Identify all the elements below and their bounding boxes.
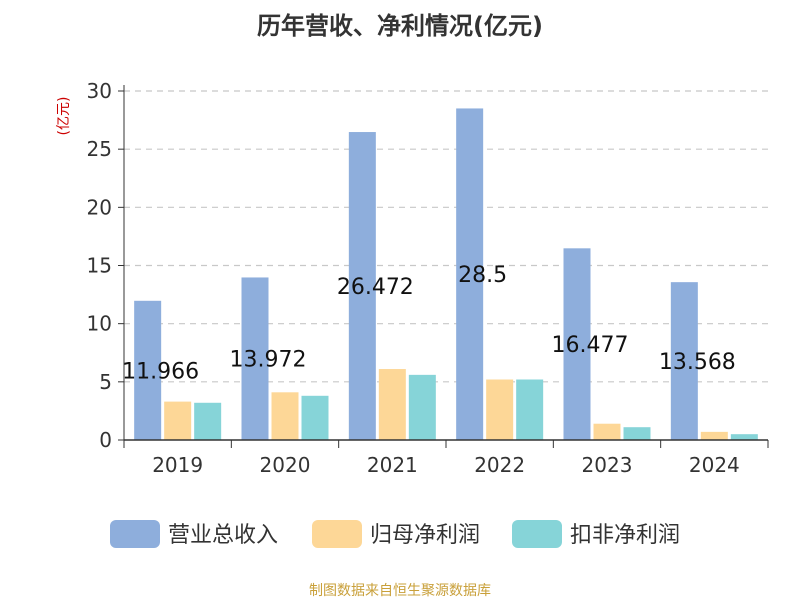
legend-swatch: [110, 520, 160, 548]
y-axis-label: (亿元): [56, 97, 72, 136]
y-tick-label: 30: [87, 79, 112, 103]
bar-2019-s0: [134, 300, 162, 440]
bar-2019-s2: [194, 402, 222, 440]
bar-2021-s2: [408, 374, 436, 440]
legend-item-1[interactable]: 归母净利润: [312, 520, 480, 548]
bar-2020-s2: [301, 395, 329, 440]
data-label-2020: 13.972: [230, 348, 307, 373]
legend-label: 归母净利润: [370, 523, 480, 548]
y-tick-label: 15: [87, 254, 112, 278]
legend-label: 营业总收入: [168, 523, 278, 548]
y-tick-label: 5: [99, 370, 112, 394]
bar-2023-s1: [593, 423, 621, 440]
legend-swatch: [312, 520, 362, 548]
bar-2024-s1: [700, 431, 728, 440]
bar-2022-s2: [516, 379, 544, 440]
bar-2022-s1: [486, 379, 514, 440]
axes: 0 5 10 15 20 25 30 2019 2020 2021 2022 2023 2024: [87, 79, 769, 477]
bar-2022-s0: [456, 108, 484, 440]
source-note: 制图数据来自恒生聚源数据库: [309, 583, 491, 599]
bar-2020-s0: [241, 277, 269, 440]
data-labels: 11.966 13.972 26.472 28.5 16.477 13.568: [122, 263, 736, 384]
legend-label: 扣非净利润: [570, 523, 680, 548]
chart-title: 历年营收、净利情况(亿元): [257, 12, 543, 40]
data-label-2023: 16.477: [552, 333, 629, 358]
bars: [134, 108, 758, 440]
x-tick-label: 2023: [582, 453, 633, 477]
legend-item-2[interactable]: 扣非净利润: [512, 520, 680, 548]
grid-lines: [124, 90, 768, 383]
legend-swatch: [512, 520, 562, 548]
bar-2023-s0: [563, 248, 591, 440]
data-label-2024: 13.568: [659, 350, 736, 375]
bar-2021-s0: [348, 132, 376, 440]
x-tick-label: 2022: [474, 453, 525, 477]
y-tick-label: 10: [87, 312, 112, 336]
bar-2020-s1: [271, 392, 299, 440]
x-tick-label: 2019: [152, 453, 203, 477]
legend: 营业总收入 归母净利润 扣非净利润: [110, 520, 680, 548]
bar-2023-s2: [623, 427, 651, 440]
y-tick-label: 20: [87, 195, 112, 219]
y-tick-label: 0: [99, 428, 112, 452]
bar-2019-s1: [164, 401, 192, 440]
bar-2024-s0: [670, 282, 698, 440]
legend-item-0[interactable]: 营业总收入: [110, 520, 278, 548]
data-label-2022: 28.5: [458, 263, 507, 288]
data-label-2019: 11.966: [122, 359, 199, 384]
bar-2021-s1: [378, 369, 406, 440]
data-label-2021: 26.472: [337, 275, 414, 300]
x-tick-label: 2024: [689, 453, 740, 477]
x-tick-label: 2020: [260, 453, 311, 477]
bar-2024-s2: [730, 434, 758, 440]
x-tick-label: 2021: [367, 453, 418, 477]
y-tick-label: 25: [87, 137, 112, 161]
